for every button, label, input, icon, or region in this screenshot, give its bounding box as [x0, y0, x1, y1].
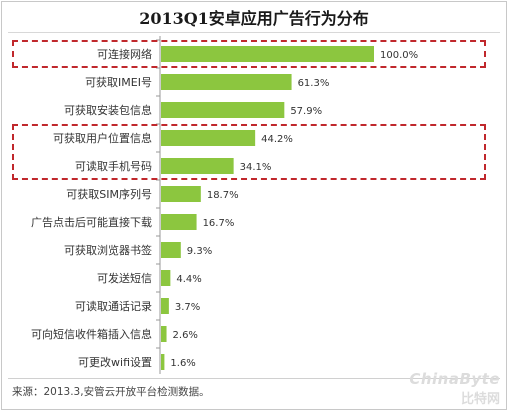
title-divider [8, 32, 500, 33]
bar [161, 130, 256, 146]
category-label: 可获取安装包信息 [64, 103, 152, 117]
value-label: 34.1% [240, 162, 272, 173]
bar [161, 186, 201, 202]
bar [161, 354, 165, 370]
bar [161, 74, 292, 90]
category-label: 可向短信收件箱插入信息 [31, 327, 152, 341]
value-label: 1.6% [170, 358, 195, 369]
value-label: 3.7% [175, 302, 200, 313]
bar [161, 326, 167, 342]
value-label: 16.7% [203, 218, 235, 229]
category-label: 可获取用户位置信息 [53, 131, 152, 145]
bar [161, 298, 169, 314]
bar [161, 46, 374, 62]
value-label: 9.3% [187, 246, 212, 257]
category-label: 可获取SIM序列号 [66, 187, 152, 201]
category-label: 可获取浏览器书签 [64, 243, 152, 257]
bar [161, 102, 285, 118]
value-label: 2.6% [173, 330, 198, 341]
watermark-line1: ChinaByte [409, 370, 500, 388]
value-label: 57.9% [290, 106, 322, 117]
category-label: 可发送短信 [97, 271, 152, 285]
value-label: 61.3% [298, 78, 330, 89]
watermark-logo: ChinaByte 比特网 [409, 370, 500, 407]
chart-title: 2013Q1安卓应用广告行为分布 [139, 9, 369, 28]
category-label: 可读取手机号码 [75, 159, 152, 173]
category-label: 可更改wifi设置 [78, 355, 152, 369]
source-divider [8, 378, 500, 379]
category-label: 可读取通话记录 [75, 299, 152, 313]
category-label: 可连接网络 [97, 47, 152, 61]
value-label: 4.4% [176, 274, 201, 285]
bar [161, 158, 234, 174]
category-label: 广告点击后可能直接下载 [31, 215, 152, 229]
value-label: 100.0% [380, 50, 418, 61]
bar [161, 270, 171, 286]
bar [161, 214, 197, 230]
category-label: 可获取IMEI号 [85, 76, 152, 89]
source-note: 来源：2013.3,安管云开放平台检测数据。 [12, 386, 210, 398]
value-label: 18.7% [207, 190, 239, 201]
value-label: 44.2% [261, 134, 293, 145]
watermark-line2: 比特网 [460, 392, 500, 407]
highlight-box [12, 124, 486, 180]
bar [161, 242, 181, 258]
highlight-box [12, 40, 486, 68]
